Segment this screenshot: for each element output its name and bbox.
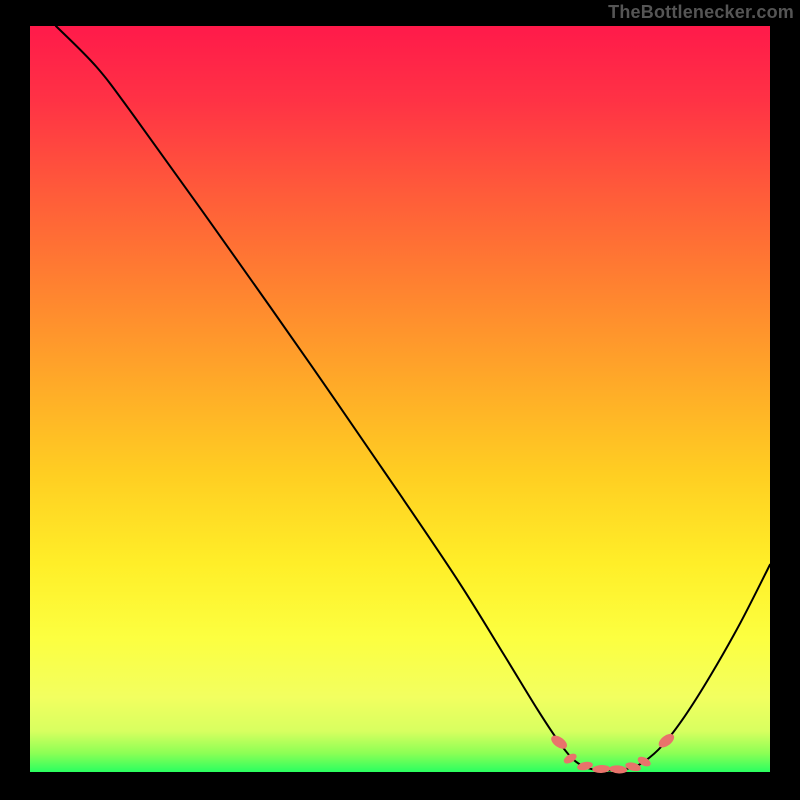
watermark-text: TheBottlenecker.com (608, 2, 794, 23)
bottleneck-chart (0, 0, 800, 800)
plot-background (30, 26, 770, 772)
chart-container: TheBottlenecker.com (0, 0, 800, 800)
